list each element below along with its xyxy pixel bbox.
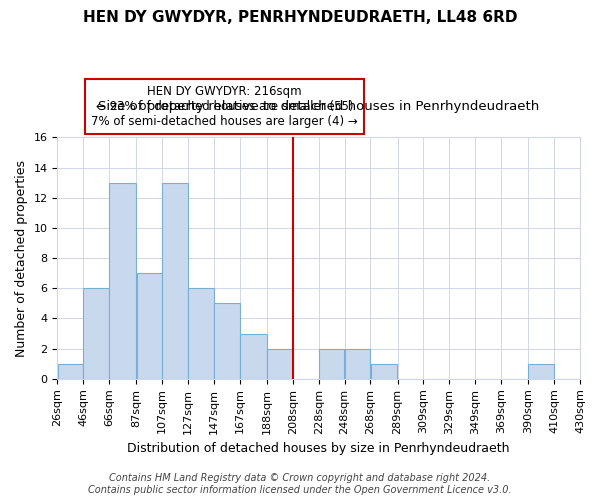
- Title: Size of property relative to detached houses in Penrhyndeudraeth: Size of property relative to detached ho…: [98, 100, 539, 112]
- Bar: [109, 182, 136, 379]
- Bar: [58, 364, 83, 379]
- Bar: [83, 288, 109, 379]
- Bar: [163, 182, 188, 379]
- Bar: [529, 364, 554, 379]
- X-axis label: Distribution of detached houses by size in Penrhyndeudraeth: Distribution of detached houses by size …: [127, 442, 510, 455]
- Text: Contains HM Land Registry data © Crown copyright and database right 2024.
Contai: Contains HM Land Registry data © Crown c…: [88, 474, 512, 495]
- Y-axis label: Number of detached properties: Number of detached properties: [15, 160, 28, 356]
- Bar: [137, 273, 162, 379]
- Bar: [188, 288, 214, 379]
- Text: HEN DY GWYDYR, PENRHYNDEUDRAETH, LL48 6RD: HEN DY GWYDYR, PENRHYNDEUDRAETH, LL48 6R…: [83, 10, 517, 25]
- Bar: [319, 348, 344, 379]
- Bar: [240, 334, 267, 379]
- Text: HEN DY GWYDYR: 216sqm
← 93% of detached houses are smaller (55)
7% of semi-detac: HEN DY GWYDYR: 216sqm ← 93% of detached …: [91, 86, 358, 128]
- Bar: [345, 348, 370, 379]
- Bar: [371, 364, 397, 379]
- Bar: [214, 304, 239, 379]
- Bar: [267, 348, 293, 379]
